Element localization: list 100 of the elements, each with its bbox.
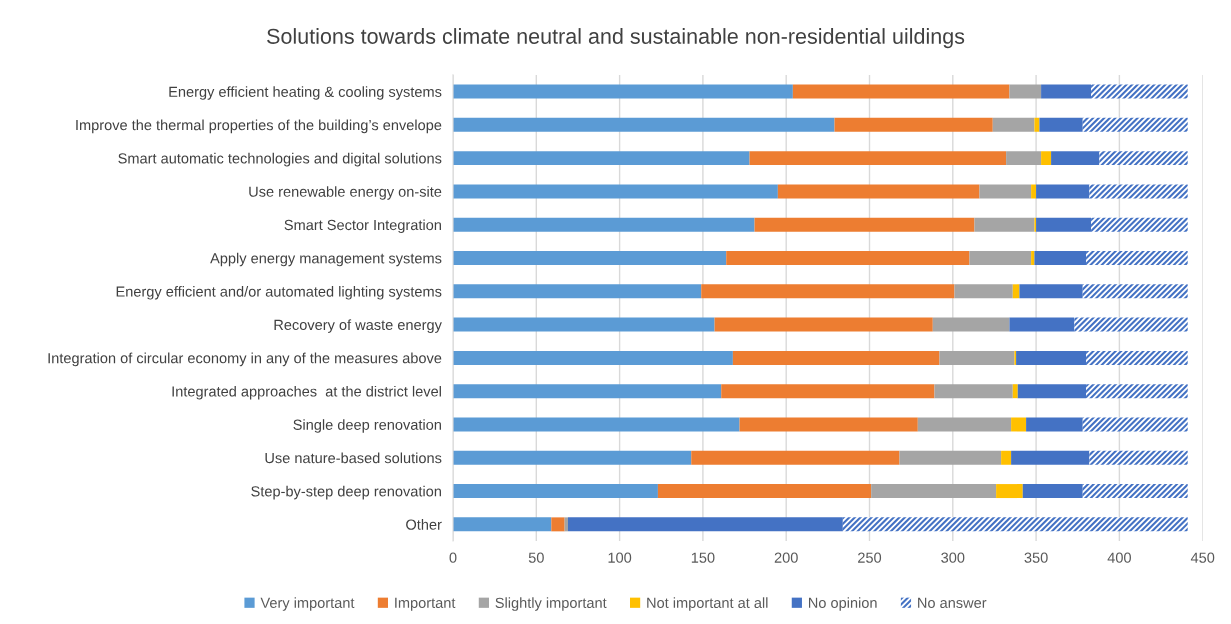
y-tick-label: Integrated approaches at the district level — [172, 385, 441, 400]
bar — [932, 317, 1010, 332]
y-tick-label: Step-by-step deep renovation — [251, 485, 441, 500]
y-tick-label: Single deep renovation — [293, 419, 441, 433]
bar — [1086, 251, 1188, 265]
legend-label: Very important — [260, 597, 355, 611]
bar — [551, 517, 565, 532]
bar — [453, 317, 715, 332]
x-tick-label: 450 — [1190, 552, 1215, 563]
bar — [1036, 217, 1092, 232]
bar — [732, 350, 940, 365]
bar — [453, 484, 658, 499]
y-tick-label: Recovery of waste energy — [274, 319, 442, 333]
legend-label: No opinion — [808, 597, 877, 611]
bar — [1026, 417, 1083, 432]
bar — [979, 184, 1032, 199]
x-tick-label: 350 — [1024, 552, 1048, 563]
bar — [1086, 384, 1188, 399]
bar — [701, 284, 955, 299]
legend-label: Slightly important — [495, 597, 607, 611]
bar — [899, 450, 1002, 465]
bar — [453, 284, 702, 299]
bar — [1041, 151, 1052, 166]
legend-label: Important — [395, 597, 456, 611]
x-tick-label: 150 — [691, 552, 715, 563]
bar — [1051, 151, 1100, 166]
y-tick-label: Energy efficient and/or automated lighting systems — [116, 286, 442, 300]
bar — [1016, 350, 1087, 365]
bar — [1099, 151, 1188, 166]
bar — [1091, 84, 1188, 99]
bar — [1034, 117, 1040, 132]
bar — [453, 184, 778, 199]
bar — [1019, 284, 1083, 299]
y-tick-label: Smart Sector Integration — [284, 219, 441, 234]
bar — [453, 350, 733, 365]
y-tick-label: Improve the thermal properties of the building’s envelope — [76, 119, 442, 134]
bar — [1082, 284, 1188, 299]
x-tick-label: 400 — [1107, 552, 1131, 563]
bar — [974, 217, 1035, 232]
bar — [777, 184, 980, 199]
bar — [1009, 84, 1042, 99]
bar — [1034, 251, 1087, 265]
bar — [1011, 450, 1090, 465]
bar — [1086, 350, 1188, 365]
bar — [917, 417, 1012, 432]
bar — [714, 317, 933, 332]
bar — [657, 484, 872, 499]
bar — [1089, 184, 1188, 199]
bar — [453, 251, 727, 265]
bar — [1091, 217, 1188, 232]
x-tick-label: 100 — [608, 552, 632, 563]
chart-title: Solutions towards climate neutral and sustainable non-residential uildings — [267, 28, 965, 49]
bar — [453, 84, 793, 99]
bar — [1001, 450, 1012, 465]
bar — [726, 251, 970, 265]
y-tick-label: Use renewable energy on-site — [249, 186, 442, 200]
bar — [453, 384, 722, 399]
bar — [939, 350, 1015, 365]
bar — [749, 151, 1007, 166]
bar — [567, 517, 843, 532]
y-tick-label: Other — [406, 519, 442, 530]
bar — [1006, 151, 1042, 166]
bar — [754, 217, 975, 232]
bar — [1031, 184, 1037, 199]
bar — [1082, 417, 1188, 432]
bar — [453, 450, 692, 465]
bar — [453, 417, 740, 432]
legend-label: Not important at all — [647, 597, 768, 611]
bar — [871, 484, 997, 499]
y-tick-label: Apply energy management systems — [210, 252, 442, 267]
bar — [1082, 484, 1188, 499]
bar — [453, 517, 552, 532]
bar — [842, 517, 1188, 532]
bar — [691, 450, 900, 465]
bar — [1039, 117, 1083, 132]
x-tick-label: 250 — [858, 552, 882, 563]
bar — [453, 151, 750, 166]
y-tick-label: Smart automatic technologies and digital solutions — [118, 152, 442, 167]
bar — [1012, 384, 1018, 399]
y-tick-label: Use nature-based solutions — [265, 452, 442, 464]
y-tick-label: Integration of circular economy in any of the measures above — [48, 352, 442, 367]
bar — [1011, 417, 1027, 432]
legend-label: No answer — [918, 597, 987, 608]
bar — [1074, 317, 1188, 332]
bar — [1017, 384, 1087, 399]
bar — [996, 484, 1023, 499]
bar — [739, 417, 918, 432]
bar — [1082, 117, 1188, 132]
bar — [792, 84, 1010, 99]
bar — [934, 384, 1013, 399]
bar — [992, 117, 1035, 132]
bar — [1012, 284, 1020, 299]
y-tick-label: Energy efficient heating & cooling systems — [169, 86, 442, 100]
x-tick-label: 300 — [941, 552, 965, 563]
bar — [1089, 450, 1188, 465]
bar — [1036, 184, 1090, 199]
x-tick-label: 200 — [774, 552, 798, 563]
bar — [453, 117, 835, 132]
bar — [1009, 317, 1075, 332]
bar — [969, 251, 1032, 265]
